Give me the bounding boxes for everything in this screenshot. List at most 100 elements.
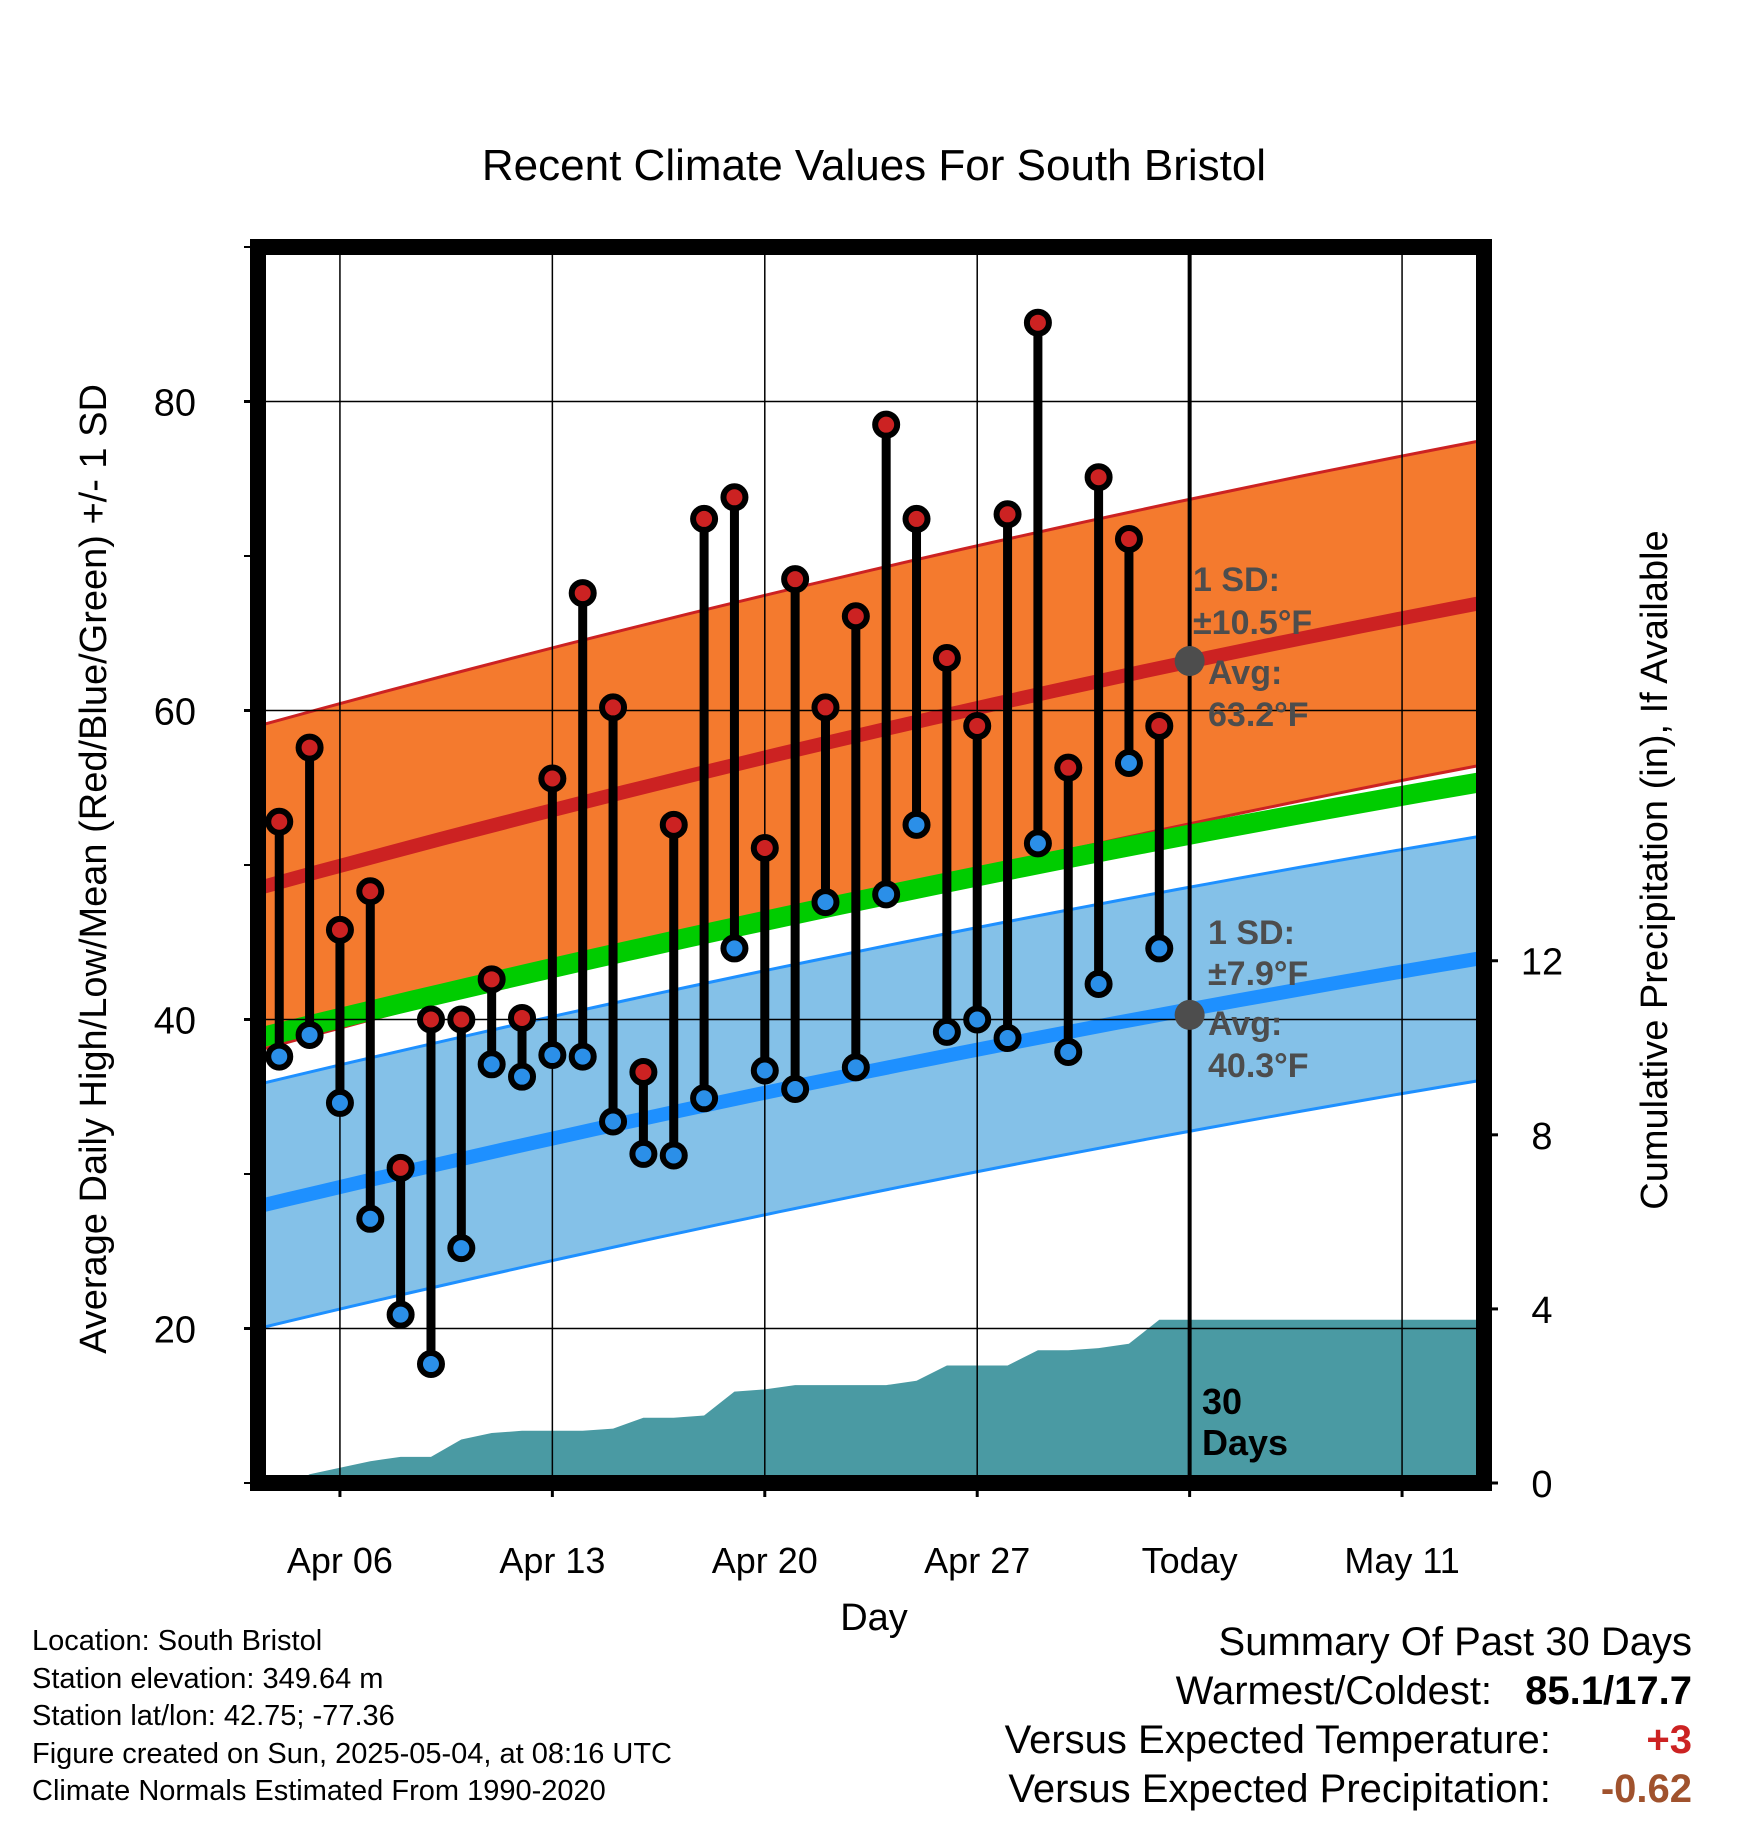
daily-low-point — [477, 1050, 506, 1079]
x-axis-label: Day — [840, 1597, 908, 1639]
daily-low-point — [1084, 969, 1113, 998]
high-sd-band — [258, 440, 1484, 1051]
daily-high-point — [720, 483, 749, 512]
low-avg-marker — [1174, 999, 1205, 1030]
precip-row: Versus Expected Precipitation: -0.62 — [1005, 1765, 1692, 1814]
daily-low-point — [1145, 934, 1174, 963]
y-axis-label: Average Daily High/Low/Mean (Red/Blue/Gr… — [73, 384, 115, 1354]
daily-high-point — [750, 834, 779, 863]
daily-high-point — [993, 500, 1022, 529]
daily-low-point — [690, 1084, 719, 1113]
daily-high-point — [508, 1003, 537, 1032]
daily-high-point — [386, 1153, 415, 1182]
plot-inner — [258, 247, 1484, 1483]
daily-low-point — [386, 1300, 415, 1329]
daily-high-point — [265, 807, 294, 836]
location-text: Location: South Bristol — [32, 1625, 323, 1657]
high-sd-label: 1 SD: — [1193, 561, 1280, 599]
daily-high-point — [629, 1058, 658, 1087]
daily-low-point — [538, 1041, 567, 1070]
daily-high-point — [1054, 753, 1083, 782]
temp-row: Versus Expected Temperature: +3 — [1005, 1716, 1692, 1765]
daily-low-point — [811, 888, 840, 917]
high-upper-sd-line — [258, 438, 1484, 728]
y2-tick-label: 0 — [1531, 1464, 1552, 1506]
y-tick-label: 60 — [154, 692, 196, 734]
daily-low-point — [902, 810, 931, 839]
daily-high-point — [477, 965, 506, 994]
high-avg-value: 63.2°F — [1208, 696, 1309, 734]
daily-high-point — [356, 877, 385, 906]
elevation-text: Station elevation: 349.64 m — [32, 1662, 384, 1695]
daily-high-point — [963, 711, 992, 740]
normals-text: Climate Normals Estimated From 1990-2020 — [32, 1775, 606, 1807]
x-tick-label: May 11 — [1344, 1540, 1459, 1581]
x-tick-label: Apr 20 — [712, 1540, 818, 1581]
daily-low-point — [265, 1042, 294, 1071]
daily-high-point — [781, 565, 810, 594]
x-tick-label: Apr 06 — [287, 1540, 393, 1581]
daily-low-point — [356, 1204, 385, 1233]
daily-low-point — [750, 1056, 779, 1085]
daily-low-point — [1054, 1037, 1083, 1066]
daily-high-point — [325, 915, 354, 944]
low-avg-label: Avg: — [1208, 1005, 1282, 1043]
low-sd-label: 1 SD: — [1208, 914, 1295, 952]
latlon-text: Station lat/lon: 42.75; -77.36 — [32, 1700, 395, 1732]
low-sd-band — [258, 835, 1484, 1329]
daily-high-point — [599, 693, 628, 722]
days-count-label: 30 — [1202, 1381, 1242, 1422]
daily-low-point — [447, 1234, 476, 1263]
daily-low-point — [963, 1005, 992, 1034]
normal-mean-line — [258, 771, 1484, 1048]
daily-low-point — [295, 1020, 324, 1049]
daily-high-point — [659, 810, 688, 839]
station-info: Location: South Bristol Station elevatio… — [32, 1623, 672, 1811]
daily-high-point — [1023, 308, 1052, 337]
daily-low-point — [568, 1042, 597, 1071]
created-text: Figure created on Sun, 2025-05-04, at 08… — [32, 1737, 672, 1770]
daily-high-point — [902, 504, 931, 533]
daily-high-point — [1145, 711, 1174, 740]
daily-low-point — [993, 1024, 1022, 1053]
y2-axis-label: Cumulative Precipitation (in), If Availa… — [1634, 530, 1676, 1209]
daily-low-point — [1023, 829, 1052, 858]
warm-cold-value: 85.1/17.7 — [1525, 1669, 1692, 1713]
daily-high-point — [1114, 525, 1143, 554]
low-sd-value: ±7.9°F — [1208, 955, 1308, 993]
normal-high-line — [258, 595, 1484, 895]
precip-value: -0.62 — [1600, 1767, 1692, 1811]
daily-low-point — [659, 1141, 688, 1170]
daily-low-point — [720, 934, 749, 963]
daily-high-point — [416, 1005, 445, 1034]
x-tick-label: Today — [1142, 1540, 1238, 1581]
y2-tick-label: 12 — [1521, 942, 1563, 984]
low-lower-sd-line — [258, 1078, 1484, 1330]
daily-high-point — [841, 602, 870, 631]
daily-low-point — [841, 1053, 870, 1082]
high-sd-value: ±10.5°F — [1193, 604, 1312, 642]
y-tick-label: 80 — [154, 383, 196, 425]
daily-high-point — [872, 410, 901, 439]
temp-label: Versus Expected Temperature: — [1004, 1718, 1551, 1762]
temp-value: +3 — [1646, 1718, 1692, 1762]
x-tick-label: Apr 13 — [499, 1540, 605, 1581]
daily-high-point — [932, 643, 961, 672]
daily-low-point — [629, 1139, 658, 1168]
summary-title: Summary Of Past 30 Days — [1218, 1620, 1692, 1664]
precip-label: Versus Expected Precipitation: — [1008, 1767, 1551, 1811]
daily-high-point — [538, 764, 567, 793]
daily-high-point — [690, 504, 719, 533]
precipitation-area — [258, 1319, 1484, 1483]
daily-low-point — [1114, 749, 1143, 778]
daily-high-point — [295, 733, 324, 762]
daily-low-point — [599, 1107, 628, 1136]
low-avg-value: 40.3°F — [1208, 1047, 1309, 1085]
daily-low-point — [872, 880, 901, 909]
daily-low-point — [325, 1088, 354, 1117]
daily-low-point — [781, 1075, 810, 1104]
daily-low-point — [508, 1062, 537, 1091]
x-tick-label: Apr 27 — [924, 1540, 1030, 1581]
